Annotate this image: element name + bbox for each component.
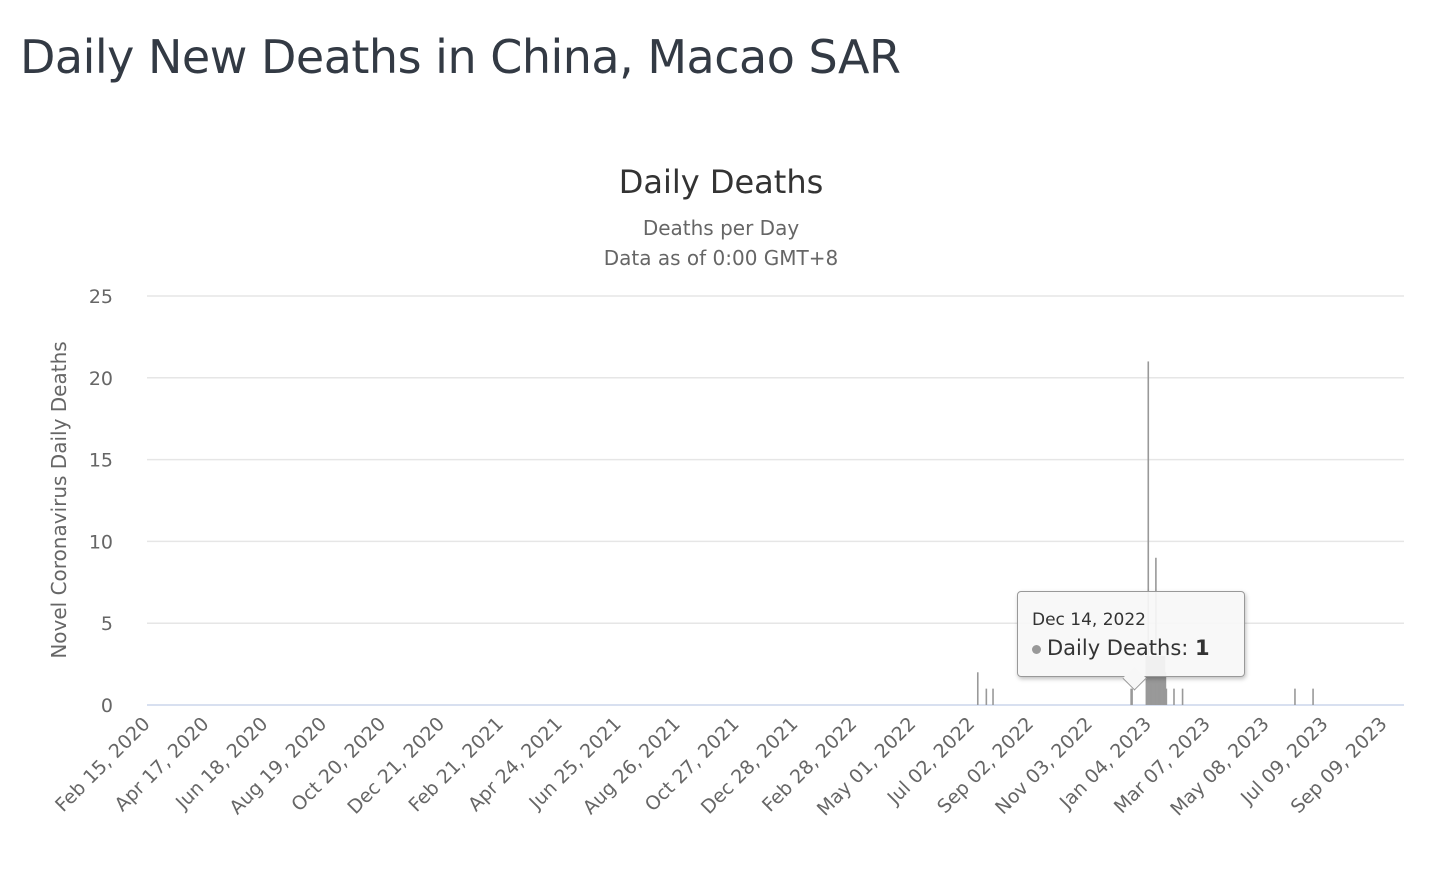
bar[interactable] xyxy=(1159,655,1162,705)
y-tick-label: 5 xyxy=(101,613,113,635)
series-dot-icon xyxy=(1032,644,1041,654)
bar[interactable] xyxy=(1154,655,1156,705)
bar[interactable] xyxy=(1157,655,1159,705)
bar[interactable] xyxy=(1152,655,1154,705)
bar[interactable] xyxy=(1151,655,1153,705)
bar[interactable] xyxy=(992,688,994,705)
bar[interactable] xyxy=(1162,655,1165,705)
bar[interactable] xyxy=(1163,655,1166,705)
bar[interactable] xyxy=(1131,688,1133,705)
page-title: Daily New Deaths in China, Macao SAR xyxy=(20,30,901,84)
bar[interactable] xyxy=(1294,688,1296,705)
tooltip-label: Daily Deaths: xyxy=(1047,636,1189,660)
bar[interactable] xyxy=(1147,361,1150,705)
y-tick-label: 0 xyxy=(101,695,113,717)
bar[interactable] xyxy=(1160,655,1163,705)
bar[interactable] xyxy=(1130,688,1132,705)
bar[interactable] xyxy=(1150,655,1152,705)
y-tick-label: 20 xyxy=(89,368,113,390)
bar[interactable] xyxy=(1165,688,1168,705)
bar[interactable] xyxy=(1158,655,1161,705)
tooltip-value: 1 xyxy=(1195,636,1210,660)
bar[interactable] xyxy=(1161,655,1164,705)
chart-title: Daily Deaths xyxy=(619,163,824,201)
bar[interactable] xyxy=(1149,655,1151,705)
bar[interactable] xyxy=(1156,655,1158,705)
bar[interactable] xyxy=(1157,655,1160,705)
y-tick-label: 10 xyxy=(89,531,113,553)
bar[interactable] xyxy=(1153,655,1155,705)
chart-subtitle-2: Data as of 0:00 GMT+8 xyxy=(604,246,839,270)
bar[interactable] xyxy=(985,688,988,705)
tooltip-date: Dec 14, 2022 xyxy=(1032,610,1147,630)
chart-subtitle-1: Deaths per Day xyxy=(643,216,799,240)
bar[interactable] xyxy=(1164,672,1167,705)
bar[interactable] xyxy=(1173,688,1175,705)
y-axis-label: Novel Coronavirus Daily Deaths xyxy=(47,341,71,658)
y-tick-label: 15 xyxy=(89,450,113,472)
bar[interactable] xyxy=(1181,688,1184,705)
bar[interactable] xyxy=(1312,688,1314,705)
y-tick-label: 25 xyxy=(89,286,113,308)
bar[interactable] xyxy=(976,672,979,705)
bar[interactable] xyxy=(1148,655,1151,705)
bar[interactable] xyxy=(1146,655,1149,705)
chart-tooltip: Dec 14, 2022 Daily Deaths: 1 xyxy=(1017,591,1245,691)
bar[interactable] xyxy=(1145,655,1148,705)
